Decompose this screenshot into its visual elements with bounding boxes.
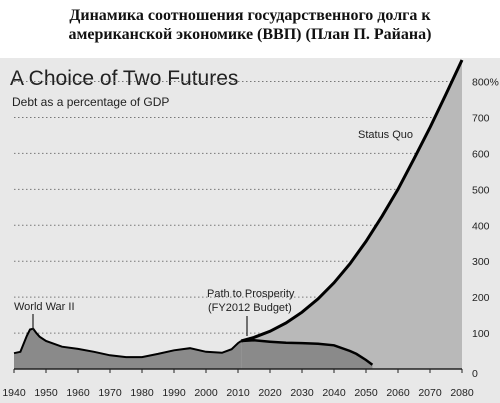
x-tick-label-1950: 1950 xyxy=(34,387,58,399)
annotation-world-war-ii: World War II xyxy=(14,301,75,313)
historical-line xyxy=(13,327,242,359)
x-tick-label-2080: 2080 xyxy=(450,387,474,399)
y-tick-label-800: 800% xyxy=(472,77,499,89)
x-tick-label-2030: 2030 xyxy=(290,387,314,399)
y-tick-label-500: 500 xyxy=(472,184,490,196)
y-tick-label-100: 100 xyxy=(472,328,490,340)
annotation-path-line-2: (FY2012 Budget) xyxy=(208,302,292,314)
x-tick-label-1970: 1970 xyxy=(98,387,122,399)
x-tick-label-2070: 2070 xyxy=(418,387,442,399)
status-quo-line xyxy=(240,59,464,343)
y-tick-label-300: 300 xyxy=(472,256,490,268)
historical-area xyxy=(14,328,242,369)
page-title-line-2: американской экономике (ВВП) (План П. Ра… xyxy=(68,26,432,43)
y-axis-ticks: 0 100 200 300 400 500 600 700 800% xyxy=(472,77,499,380)
x-tick-label-2020: 2020 xyxy=(258,387,282,399)
x-tick-label-2050: 2050 xyxy=(354,387,378,399)
page-title-line-1: Динамика соотношения государственного до… xyxy=(69,7,431,24)
y-tick-label-400: 400 xyxy=(472,220,490,232)
x-tick-label-1990: 1990 xyxy=(162,387,186,399)
y-tick-label-200: 200 xyxy=(472,292,490,304)
status-quo-area xyxy=(241,60,462,369)
path-to-prosperity-line xyxy=(241,339,374,366)
x-tick-label-1960: 1960 xyxy=(66,387,90,399)
x-tick-label-1980: 1980 xyxy=(130,387,154,399)
x-tick-label-2010: 2010 xyxy=(226,387,250,399)
chart-title: A Choice of Two Futures xyxy=(10,67,238,90)
page-title: Динамика соотношения государственного до… xyxy=(0,6,500,44)
annotation-path-line-1: Path to Prosperity xyxy=(207,288,295,300)
y-tick-label-0: 0 xyxy=(472,368,478,380)
y-tick-label-700: 700 xyxy=(472,112,490,124)
x-axis-ticks: 1940 1950 1960 1970 1980 1990 2000 2010 2020 2030… xyxy=(2,369,474,399)
annotations: World War II Status Quo Path to Prosperi… xyxy=(14,129,413,336)
x-tick-label-2060: 2060 xyxy=(386,387,410,399)
chart-subtitle: Debt as a percentage of GDP xyxy=(12,95,169,109)
x-tick-label-1940: 1940 xyxy=(2,387,26,399)
x-tick-label-2000: 2000 xyxy=(194,387,218,399)
x-tick-label-2040: 2040 xyxy=(322,387,346,399)
y-tick-label-600: 600 xyxy=(472,148,490,160)
annotation-status-quo: Status Quo xyxy=(358,129,413,141)
